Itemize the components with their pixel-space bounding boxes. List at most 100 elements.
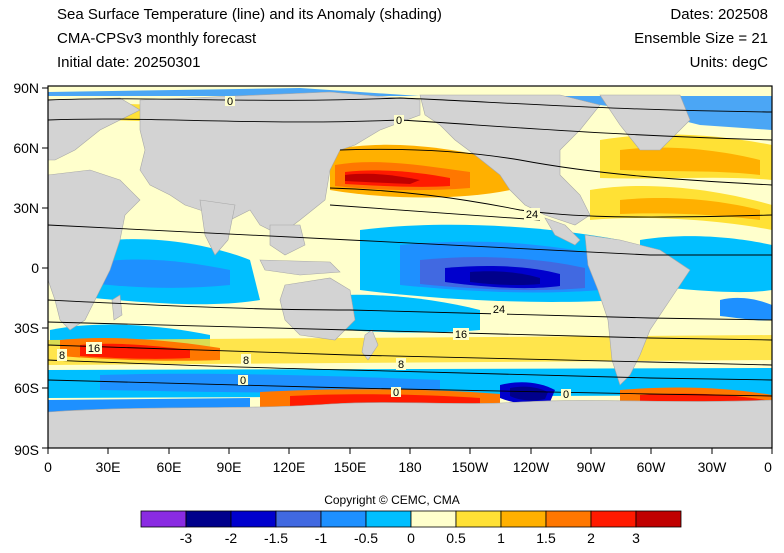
colorbar-box (365, 510, 412, 528)
contour-label: 0 (394, 115, 404, 127)
x-axis: 0 30E 60E 90E 120E 150E 180 150W 120W 90… (44, 459, 772, 475)
forecast-dates: Dates: 202508 (670, 6, 768, 23)
y-tick-label: 90N (13, 80, 39, 96)
colorbar-box (455, 510, 502, 528)
svg-text:0: 0 (227, 96, 233, 108)
svg-text:8: 8 (59, 350, 65, 362)
contour-label: 16 (453, 328, 469, 341)
x-tick-label: 150E (334, 459, 367, 475)
colorbar-box (320, 510, 367, 528)
contour-label: 8 (241, 354, 251, 367)
colorbar-label: 0.5 (446, 530, 466, 546)
contour-label: 0 (225, 96, 235, 108)
svg-text:90E: 90E (217, 459, 242, 475)
colorbar-box (410, 510, 457, 528)
map-title: Sea Surface Temperature (line) and its A… (57, 6, 442, 23)
x-tick-label: 120E (273, 459, 306, 475)
x-tick-label: 180 (398, 459, 422, 475)
x-tick-label: 0 (44, 459, 52, 475)
colorbar-label: -1.5 (264, 530, 288, 546)
svg-text:16: 16 (455, 329, 467, 341)
svg-text:30W: 30W (698, 459, 728, 475)
contour-label: 0 (561, 389, 571, 401)
y-tick-label: 60N (13, 140, 39, 156)
svg-text:90N: 90N (13, 80, 39, 96)
svg-text:60E: 60E (157, 459, 182, 475)
colorbar-label: -2 (225, 530, 238, 546)
colorbar-box (590, 510, 637, 528)
svg-text:120W: 120W (513, 459, 550, 475)
colorbar-label: 3 (632, 530, 640, 546)
y-tick-label: 30N (13, 200, 39, 216)
svg-text:8: 8 (243, 355, 249, 367)
colorbar-label: 1.5 (536, 530, 556, 546)
land (48, 91, 772, 448)
svg-text:30E: 30E (96, 459, 121, 475)
svg-text:0: 0 (240, 375, 246, 387)
copyright-notice: Copyright © CEMC, CMA (324, 493, 460, 507)
y-tick-label: 60S (14, 380, 39, 396)
model-label: CMA-CPSv3 monthly forecast (57, 30, 257, 47)
x-tick-label: 90E (217, 459, 242, 475)
y-tick-label: 90S (14, 442, 39, 458)
svg-text:120E: 120E (273, 459, 306, 475)
svg-text:16: 16 (88, 343, 100, 355)
contour-label: 0 (238, 375, 248, 387)
svg-text:60N: 60N (13, 140, 39, 156)
svg-text:90S: 90S (14, 442, 39, 458)
svg-text:24: 24 (526, 209, 538, 221)
colorbar-label: 1 (497, 530, 505, 546)
svg-text:30N: 30N (13, 200, 39, 216)
x-tick-label: 90W (577, 459, 607, 475)
svg-text:30S: 30S (14, 320, 39, 336)
colorbar-boxes (140, 510, 682, 528)
x-tick-label: 30W (698, 459, 728, 475)
colorbar-box (545, 510, 592, 528)
y-tick-label: 30S (14, 320, 39, 336)
colorbar-box (635, 510, 682, 528)
colorbar-labels: -3 -2 -1.5 -1 -0.5 0 0.5 1 1.5 2 3 (180, 530, 640, 546)
x-tick-label: 30E (96, 459, 121, 475)
x-tick-label: 60W (637, 459, 667, 475)
contour-label: 24 (524, 208, 540, 221)
contour-label: 8 (396, 358, 406, 371)
svg-text:150E: 150E (334, 459, 367, 475)
svg-text:24: 24 (493, 304, 505, 316)
svg-text:90W: 90W (577, 459, 607, 475)
units-label: Units: degC (689, 54, 768, 71)
contour-label: 8 (57, 349, 67, 362)
contour-label: 0 (391, 387, 401, 399)
svg-text:0: 0 (563, 389, 569, 401)
x-tick-label: 120W (513, 459, 550, 475)
y-ticks (42, 87, 48, 449)
x-ticks (47, 448, 773, 454)
y-tick-label: 0 (31, 260, 39, 276)
svg-text:0: 0 (393, 387, 399, 399)
colorbar-box (140, 510, 187, 528)
contour-label: 24 (491, 303, 507, 316)
svg-text:0: 0 (31, 260, 39, 276)
initial-date: Initial date: 20250301 (57, 54, 201, 71)
colorbar: -3 -2 -1.5 -1 -0.5 0 0.5 1 1.5 2 3 (140, 510, 682, 546)
colorbar-box (500, 510, 547, 528)
svg-text:150W: 150W (452, 459, 489, 475)
svg-text:0: 0 (764, 459, 772, 475)
colorbar-label: 2 (587, 530, 595, 546)
svg-text:0: 0 (396, 115, 402, 127)
x-tick-label: 150W (452, 459, 489, 475)
x-tick-label: 0 (764, 459, 772, 475)
colorbar-box (230, 510, 277, 528)
svg-text:0: 0 (44, 459, 52, 475)
colorbar-label: -3 (180, 530, 193, 546)
ensemble-size: Ensemble Size = 21 (634, 30, 768, 47)
colorbar-label: -0.5 (354, 530, 378, 546)
y-axis: 90N 60N 30N 0 30S 60S 90S (13, 80, 39, 458)
colorbar-box (185, 510, 232, 528)
svg-text:60W: 60W (637, 459, 667, 475)
x-tick-label: 60E (157, 459, 182, 475)
svg-text:180: 180 (398, 459, 422, 475)
svg-text:8: 8 (398, 359, 404, 371)
colorbar-box (275, 510, 322, 528)
contour-labels: 0 0 24 24 16 16 8 8 8 0 0 0 (57, 96, 571, 401)
